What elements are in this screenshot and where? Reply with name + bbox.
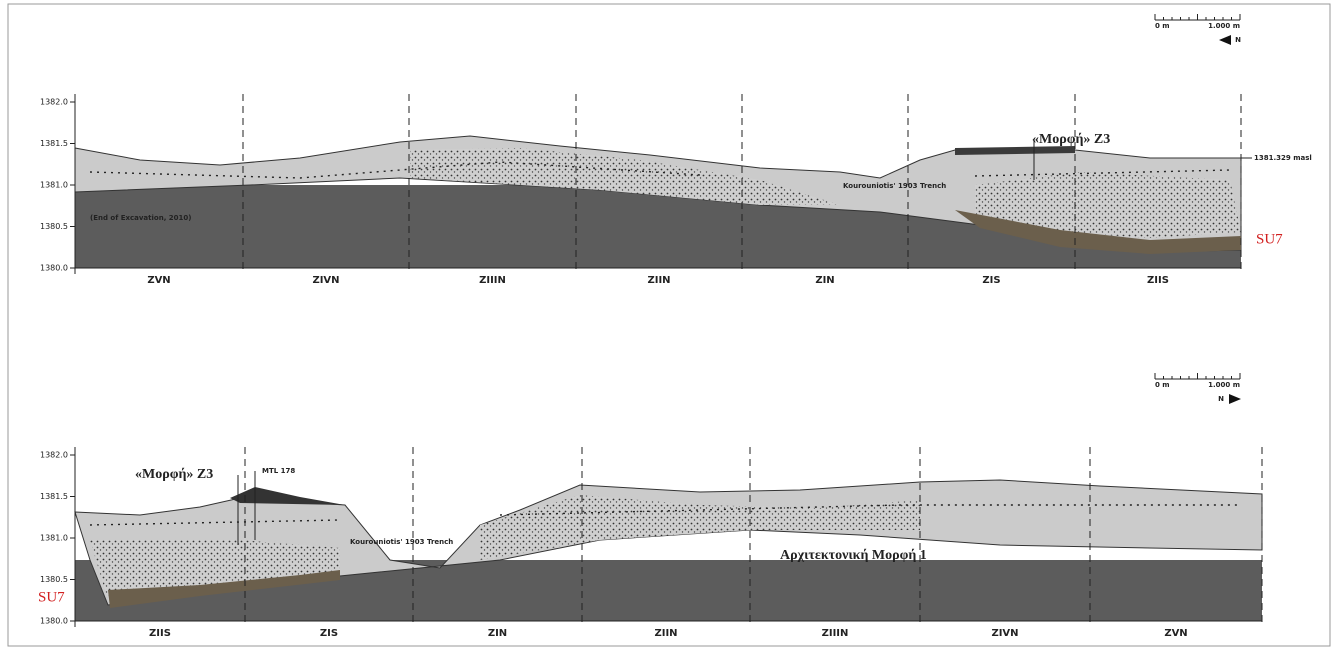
section-label: ZIIS [149, 628, 171, 639]
section-label: ZIN [815, 275, 834, 286]
trench-label: Kourouniotis' 1903 Trench [843, 182, 946, 190]
scale-start: 0 m [1155, 381, 1170, 389]
y-tick-label: 1382.0 [40, 451, 68, 460]
section-label: ZVN [1164, 628, 1187, 639]
su-label: SU7 [38, 589, 65, 605]
north-label: N [1218, 395, 1224, 403]
y-tick-label: 1381.5 [40, 492, 68, 501]
y-tick-label: 1381.5 [40, 139, 68, 148]
mtl-label: MTL 178 [262, 467, 295, 475]
su-label: SU7 [1256, 231, 1283, 247]
scale-end: 1.000 m [1208, 381, 1240, 389]
architecture-label: Αρχιτεκτονική Μορφή 1 [780, 548, 927, 563]
morfi-label: «Μορφή» Z3 [1032, 132, 1110, 147]
section-label: ZIS [320, 628, 338, 639]
section-label: ZVN [147, 275, 170, 286]
section-label: ZIIIN [479, 275, 506, 286]
north-label: N [1235, 36, 1241, 44]
y-tick-label: 1381.0 [40, 534, 68, 543]
section-label: ZIIIN [822, 628, 849, 639]
y-tick-label: 1380.5 [40, 575, 68, 584]
trench-label: Kourouniotis' 1903 Trench [350, 538, 453, 546]
north-arrow [1219, 35, 1231, 45]
y-tick-label: 1381.0 [40, 181, 68, 190]
profile-top [74, 135, 1242, 268]
morfi-label: «Μορφή» Z3 [135, 467, 213, 482]
section-label: ZIS [982, 275, 1000, 286]
datum-label: 1381.329 masl [1254, 154, 1312, 162]
profile-bottom [74, 479, 1263, 621]
section-label: ZIVN [312, 275, 339, 286]
section-label: ZIIN [654, 628, 677, 639]
frame [7, 3, 1331, 647]
y-tick-label: 1380.0 [40, 264, 68, 273]
section-label: ZIN [488, 628, 507, 639]
excavation-note: (End of Excavation, 2010) [90, 214, 191, 222]
scale-start: 0 m [1155, 22, 1170, 30]
y-tick-label: 1380.5 [40, 222, 68, 231]
y-tick-label: 1382.0 [40, 98, 68, 107]
section-label: ZIIS [1147, 275, 1169, 286]
section-label: ZIIN [647, 275, 670, 286]
north-arrow [1229, 394, 1241, 404]
scale-end: 1.000 m [1208, 22, 1240, 30]
section-label: ZIVN [991, 628, 1018, 639]
y-tick-label: 1380.0 [40, 617, 68, 626]
